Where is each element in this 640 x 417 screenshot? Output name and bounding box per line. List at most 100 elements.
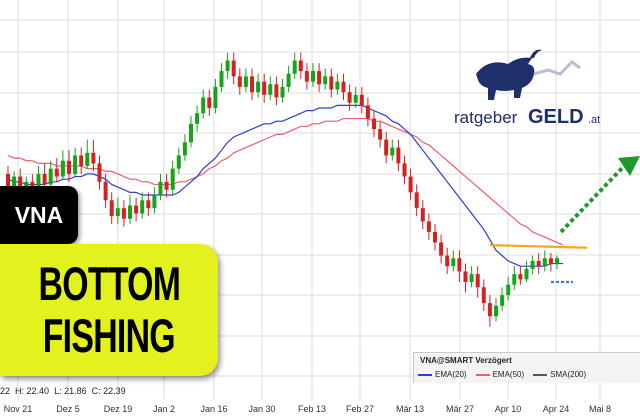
ratgebergeld-logo: ratgeber GELD .at [454,49,600,128]
ticker-badge: VNA [0,186,78,244]
candle-body [341,81,346,93]
candle-body [481,287,486,304]
candle-body [262,81,267,95]
candle-body [500,295,505,306]
x-tick-label: Jan 2 [153,404,175,414]
ema50-swatch [475,373,490,376]
legend-label-sma200: SMA(200) [550,370,587,379]
candle-body [353,94,358,103]
candle-body [121,208,126,219]
headline-line-2: FISHING [42,309,176,362]
candle-body [109,200,114,217]
x-tick-label: Mär 27 [446,404,474,414]
candle-body [60,160,65,177]
candle-body [512,274,517,285]
candle-body [555,258,559,264]
candle-body [91,152,96,164]
ohlc-prefix: 22 [0,386,11,396]
candle-body [451,258,456,267]
candle-body [317,71,322,85]
x-tick-label: Jan 30 [248,404,275,414]
legend-items: EMA(20) EMA(50) SMA(200) [418,370,586,379]
x-tick-label: Nov 21 [4,404,33,414]
candle-body [170,168,175,190]
candle-body [536,260,541,267]
candle-body [457,258,462,272]
candle-body [274,84,279,98]
candle-body [530,260,535,269]
candle-body [396,147,401,164]
candle-body [42,173,47,185]
candle-body [280,86,285,98]
candle-body [268,84,273,95]
candle-body [189,123,193,143]
legend-label-ema20: EMA(20) [435,370,467,379]
candle-body [445,255,450,267]
legend-title: VNA@SMART Verzögert [420,356,512,365]
candle-body [414,192,419,209]
x-tick-label: Jan 16 [200,404,227,414]
x-tick-label: Dez 5 [56,404,80,414]
candle-body [365,105,370,119]
candle-body [158,181,163,195]
ticker-label: VNA [14,201,64,228]
sma200-swatch [533,373,548,376]
candle-body [152,195,157,209]
legend-item-sma200[interactable]: SMA(200) [533,370,586,379]
ohlc-low: L: 21.86 [54,386,87,396]
candle-body [195,113,200,124]
logo-suffix: .at [588,114,600,126]
candle-body [548,258,553,264]
candle-body [134,205,139,214]
candle-body [243,76,248,87]
candle-body [219,71,224,87]
x-tick-label: Apr 24 [543,404,570,414]
candle-body [390,147,395,156]
ohlc-readout: 22 H: 22.40 L: 21.86 C: 22.39 [0,386,126,396]
candle-body [79,155,84,166]
candle-body [128,205,132,219]
candle-body [201,97,206,114]
candle-body [30,181,35,190]
ema50-line [7,117,564,246]
x-tick-label: Feb 27 [346,404,374,414]
candle-body [329,76,334,90]
candle-body [524,268,529,280]
candle-body [408,176,413,193]
legend-item-ema20[interactable]: EMA(20) [418,370,467,379]
candle-body [292,60,297,74]
candle-body [115,208,120,217]
candle-body [182,142,187,156]
candle-body [237,76,242,87]
x-tick-label: Mär 13 [396,404,424,414]
candle-body [36,173,41,190]
candle-body [103,181,108,201]
candle-body [347,92,352,103]
ema20-swatch [418,373,432,376]
logo-word-2: GELD [528,106,584,128]
candle-body [298,60,303,72]
candle-body [506,284,511,296]
legend-item-ema50[interactable]: EMA(50) [475,370,525,379]
candle-body [372,118,376,130]
candle-body [402,163,407,177]
candle-body [176,155,181,169]
candle-body [487,303,492,317]
candle-body [97,163,102,182]
resistance-line [489,243,588,249]
candle-body [225,60,230,72]
candle-body [18,176,23,193]
chart-legend: VNA@SMART Verzögert EMA(20) EMA(50) SMA(… [413,352,640,383]
candle-body [359,94,364,106]
legend-label-ema50: EMA(50) [492,370,525,379]
candle-body [286,73,291,87]
candle-body [67,160,71,174]
x-tick-label: Dez 19 [104,404,133,414]
candle-body [494,305,498,317]
candle-body [231,60,236,77]
candle-body [335,81,340,90]
x-tick-label: Feb 13 [298,404,326,414]
logo-word-1: ratgeber [454,108,518,127]
candle-body [6,173,10,188]
candle-body [256,81,261,93]
